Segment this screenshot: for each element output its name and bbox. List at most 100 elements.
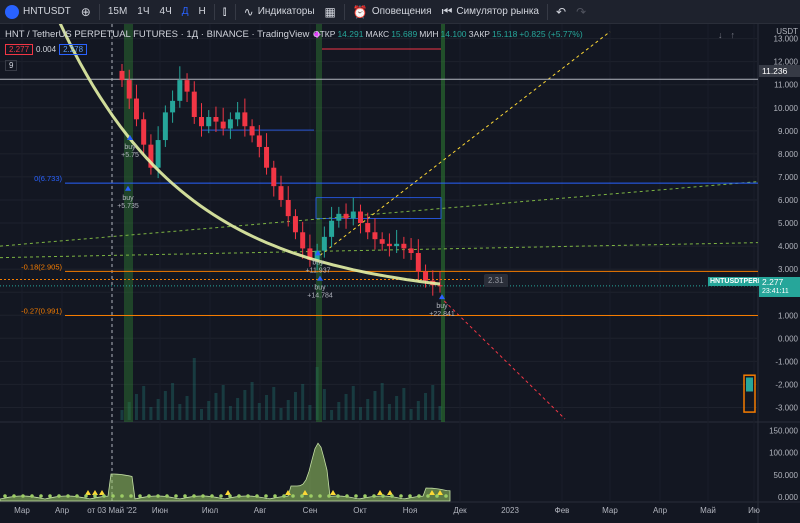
close-value: 15.118 — [491, 29, 518, 39]
candle-body — [155, 140, 161, 168]
candle-body — [343, 213, 349, 219]
signal-label: buy — [124, 144, 136, 151]
candle-body — [227, 119, 233, 129]
volume-bar — [185, 396, 189, 420]
volume-tick-label: 100.000 — [769, 449, 798, 458]
interval-1h[interactable]: 1Ч — [137, 6, 150, 17]
signal-value: +22.841 — [429, 311, 455, 318]
range-line — [202, 129, 314, 131]
volume-bar — [301, 384, 305, 420]
indicator-row-2[interactable]: 9 — [5, 60, 18, 71]
volume-bar — [431, 385, 435, 420]
interval-1d[interactable]: Д — [181, 6, 189, 17]
indicators-button[interactable]: ∿ Индикаторы — [239, 0, 320, 24]
oscillator-marker — [387, 490, 393, 495]
change-value: +0.825 (+5.77%) — [519, 29, 583, 39]
oscillator-dot — [111, 494, 115, 498]
symbol-logo-icon — [5, 4, 19, 19]
interval-15m[interactable]: 15M — [107, 6, 128, 17]
oscillator-marker — [377, 490, 383, 495]
arrow-up-icon[interactable]: ↑ — [730, 30, 736, 40]
volume-bar — [387, 404, 391, 420]
replay-button[interactable]: ⏮ Симулятор рынка — [437, 0, 544, 24]
x-tick-label: Апр — [653, 506, 668, 515]
volume-bar — [344, 394, 348, 420]
volume-bar — [279, 408, 283, 420]
candle-body — [300, 232, 306, 249]
ohlc-readout: ОТКР 14.291 МАКС 15.689 МИН 14.100 ЗАКР … — [313, 29, 583, 39]
interval-4h[interactable]: 4Ч — [159, 6, 172, 17]
toolbar-divider — [234, 3, 236, 20]
chart-canvas[interactable]: 0(6.733)-0.18(2.905)-0.27(0.991) buy+5.7… — [0, 24, 800, 523]
last-price-tag: 2.277 23:41:11 — [759, 277, 800, 297]
candle-body — [184, 80, 190, 92]
x-tick-label: от 03 Май '22 — [87, 506, 137, 515]
toolbar-divider — [547, 3, 548, 20]
volume-bar — [438, 406, 442, 420]
volume-bar — [127, 402, 131, 420]
volume-bar — [330, 410, 334, 420]
buy-arrow-icon — [125, 185, 131, 191]
price-axis[interactable]: 13.000 12.000 11.000 10.000 9.000 8.000 7.000 6… — [769, 27, 798, 502]
oscillator-dot — [444, 494, 448, 498]
y-tick-label: 13.000 — [774, 35, 799, 44]
oscillator-dot — [30, 494, 34, 498]
indicators-label: Индикаторы — [257, 6, 315, 17]
high-value: 15.689 — [391, 29, 418, 39]
layout-grid-icon[interactable]: ▦ — [324, 4, 336, 19]
undo-icon[interactable]: ↶ — [556, 4, 567, 19]
oscillator-dot — [201, 494, 205, 498]
oscillator-marker — [225, 490, 231, 495]
x-tick-label: Фев — [555, 506, 570, 515]
y-tick-label: -1.000 — [775, 357, 798, 366]
candle-body — [191, 91, 197, 117]
oscillator-marker — [302, 490, 308, 495]
zone-green — [124, 24, 133, 422]
volume-bar — [120, 410, 124, 420]
candle-body — [372, 232, 378, 240]
candle-body — [119, 70, 125, 81]
candle-type-icon[interactable]: ⫾ — [222, 4, 227, 18]
candle-body — [220, 121, 226, 129]
oscillator-dot — [399, 494, 403, 498]
range-box — [315, 197, 442, 219]
volume-bar — [293, 392, 297, 420]
oscillator-pane — [0, 442, 451, 502]
x-tick-label: Сен — [303, 506, 318, 515]
candle-body — [321, 236, 327, 251]
volume-bars — [120, 358, 442, 420]
interval-1w[interactable]: Н — [198, 6, 206, 17]
signal-label: buy — [314, 285, 326, 292]
symbol-search[interactable]: HNTUSDT — [0, 0, 76, 24]
oscillator-dot — [273, 494, 277, 498]
volume-bar — [192, 358, 196, 420]
oscillator-marker — [330, 490, 336, 495]
candle-body — [401, 243, 407, 249]
compare-add-icon[interactable]: ⊕ — [80, 4, 91, 19]
candle-body — [408, 248, 414, 254]
volume-bar — [134, 394, 138, 420]
signal-label: buy — [312, 259, 324, 266]
x-tick-label: Мар — [14, 506, 30, 515]
alerts-button[interactable]: ⏰ Оповещения — [348, 0, 437, 24]
arrow-down-icon[interactable]: ↓ — [718, 30, 723, 40]
candle-body — [170, 100, 176, 113]
candle-body — [437, 285, 443, 287]
y-tick-label: 7.000 — [778, 173, 799, 182]
candle-body — [264, 146, 270, 168]
marked-price-tag: 11.236 — [759, 65, 800, 77]
y-tick-label: 3.000 — [778, 265, 799, 274]
candle-body — [141, 119, 147, 145]
candle-body — [162, 112, 168, 141]
oscillator-dot — [336, 494, 340, 498]
redo-icon[interactable]: ↷ — [576, 4, 587, 19]
time-axis[interactable]: Мар Апр от 03 Май '22 Июн Июл Авг Сен Окт Ноя Дек… — [14, 506, 760, 515]
volume-bar — [156, 399, 160, 420]
y-tick-label: -2.000 — [775, 380, 798, 389]
candle-body — [415, 253, 421, 272]
oscillator-dot — [3, 494, 7, 498]
candle-body — [126, 80, 132, 99]
replay-label: Симулятор рынка — [456, 6, 539, 17]
oscillator-dot — [327, 494, 331, 498]
volume-bar — [286, 400, 290, 420]
